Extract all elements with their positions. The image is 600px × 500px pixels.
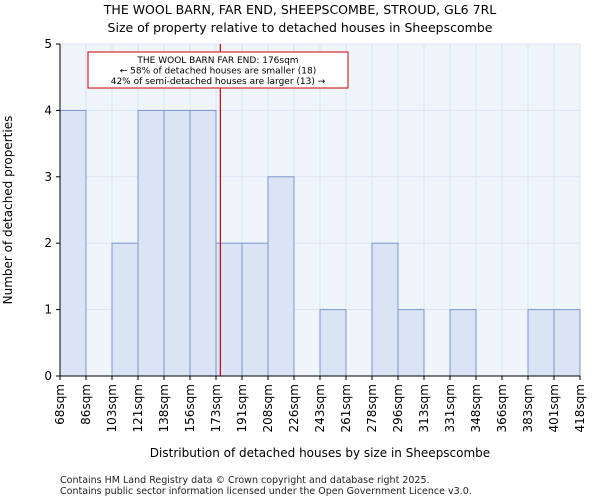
bar-278sqm (371, 242, 399, 377)
x-tick-label: 121sqm (131, 384, 145, 432)
y-tick-label: 1 (44, 303, 52, 317)
y-axis-label: Number of detached properties (1, 116, 15, 305)
bar-296sqm (397, 309, 425, 377)
y-tick-label: 5 (44, 37, 52, 51)
x-tick-labels: 68sqm 86sqm 103sqm 121sqm 138sqm 156sqm 173sqm… (53, 376, 587, 432)
footer-line-1: Contains HM Land Registry data © Crown c… (60, 475, 430, 486)
bar-383sqm (527, 309, 555, 377)
x-tick-label: 331sqm (443, 384, 457, 432)
y-tick-label: 0 (44, 369, 52, 383)
y-tick-label: 2 (44, 236, 52, 250)
annotation-line-2: ← 58% of detached houses are smaller (18… (120, 67, 317, 77)
x-tick-label: 401sqm (547, 384, 561, 432)
annotation-box: THE WOOL BARN FAR END: 176sqm ← 58% of d… (87, 51, 349, 89)
bar-68sqm (59, 109, 87, 377)
y-tick-labels: 0 1 2 3 4 5 (44, 37, 60, 383)
bar-243sqm (319, 309, 347, 377)
bar-156sqm (189, 109, 217, 377)
y-tick-label: 4 (44, 103, 52, 117)
y-tick-label: 3 (44, 170, 52, 184)
x-tick-label: 68sqm (53, 384, 67, 425)
x-tick-label: 313sqm (417, 384, 431, 432)
x-tick-label: 243sqm (313, 384, 327, 432)
x-tick-label: 348sqm (469, 384, 483, 432)
annotation-line-3: 42% of semi-detached houses are larger (… (111, 77, 326, 87)
bar-331sqm (449, 309, 477, 377)
annotation-line-1: THE WOOL BARN FAR END: 176sqm (136, 56, 298, 66)
x-tick-label: 156sqm (183, 384, 197, 432)
x-tick-label: 208sqm (261, 384, 275, 432)
bar-191sqm (241, 242, 269, 377)
x-tick-label: 191sqm (235, 384, 249, 432)
chart-subtitle: Size of property relative to detached ho… (108, 20, 493, 35)
x-tick-label: 278sqm (365, 384, 379, 432)
bar-208sqm (267, 176, 295, 377)
chart-title: THE WOOL BARN, FAR END, SHEEPSCOMBE, STR… (103, 2, 496, 17)
x-tick-label: 173sqm (209, 384, 223, 432)
x-tick-label: 366sqm (495, 384, 509, 432)
x-tick-label: 138sqm (157, 384, 171, 432)
footer-line-2: Contains public sector information licen… (60, 486, 472, 497)
x-tick-label: 418sqm (573, 384, 587, 432)
x-tick-label: 226sqm (287, 384, 301, 432)
bars (59, 109, 581, 377)
bar-103sqm (111, 242, 139, 377)
bar-121sqm (137, 109, 165, 377)
bar-401sqm (553, 309, 581, 377)
x-tick-label: 86sqm (79, 384, 93, 425)
x-tick-label: 383sqm (521, 384, 535, 432)
x-tick-label: 261sqm (339, 384, 353, 432)
bar-138sqm (163, 109, 191, 377)
annotation-frame (87, 51, 349, 89)
x-tick-label: 296sqm (391, 384, 405, 432)
x-tick-label: 103sqm (105, 384, 119, 432)
x-axis-label: Distribution of detached houses by size … (150, 446, 490, 460)
